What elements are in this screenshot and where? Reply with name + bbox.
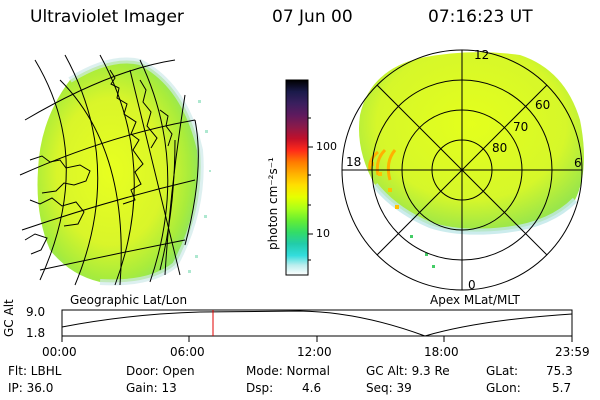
right-map-caption: Apex MLat/MLT — [430, 293, 520, 307]
timeline-ylabel: GC Alt — [2, 299, 16, 337]
emission-edge-left — [68, 57, 204, 286]
left-map-caption: Geographic Lat/Lon — [70, 293, 188, 307]
mlt-label-0: 0 — [468, 278, 476, 292]
mode-label: Mode: Normal — [246, 364, 330, 378]
dsp-value: 4.6 — [302, 381, 322, 395]
mlt-label-6: 6 — [574, 156, 582, 170]
dayside-arcs — [368, 148, 397, 181]
mlt-label-18: 18 — [346, 155, 362, 169]
altitude-curve — [61, 310, 573, 337]
geographic-map — [19, 54, 211, 286]
polar-grid — [341, 49, 583, 291]
timeline-xtick-1800: 18:00 — [424, 345, 459, 359]
timeline-xtick-0600: 06:00 — [170, 345, 205, 359]
green-spots — [410, 235, 435, 268]
lat-lon-grid — [19, 54, 196, 286]
date-label: 07 Jun 00 — [272, 7, 353, 27]
glon-value: 5.7 — [552, 381, 572, 395]
gain-label: Gain: 13 — [126, 381, 177, 395]
glon-label: GLon: — [486, 381, 521, 395]
colorbar-unit-label: photon cm⁻²s⁻¹ — [266, 157, 280, 250]
timeline-xtick-1200: 12:00 — [297, 345, 332, 359]
instrument-title: Ultraviolet Imager — [30, 7, 184, 27]
time-label: 07:16:23 UT — [428, 7, 533, 27]
noise-pixels-left — [188, 100, 211, 273]
door-label: Door: Open — [126, 364, 195, 378]
ip-label: IP: 36.0 — [8, 381, 54, 395]
dsp-label: Dsp: — [246, 381, 274, 395]
glat-label: GLat: — [486, 364, 519, 378]
lat-label-80: 80 — [492, 141, 508, 155]
colorbar-tick-100: 100 — [316, 140, 337, 153]
lat-label-60: 60 — [535, 98, 551, 112]
timeline-ytick-1-8: 1.8 — [26, 326, 46, 340]
mlt-label-12: 12 — [474, 48, 490, 62]
timeline-ytick-9: 9.0 — [26, 305, 46, 319]
filter-label: Flt: LBHL — [8, 364, 62, 378]
polar-map — [341, 49, 584, 291]
gc-alt-label: GC Alt: 9.3 Re — [366, 364, 450, 378]
altitude-timeline — [61, 309, 573, 342]
lat-label-70: 70 — [513, 120, 529, 134]
colorbar — [285, 79, 313, 276]
timeline-xtick-2359: 23:59 — [555, 345, 590, 359]
limb-boundary — [184, 119, 199, 246]
seq-label: Seq: 39 — [366, 381, 412, 395]
timeline-xtick-0000: 00:00 — [42, 345, 77, 359]
glat-value: 75.3 — [546, 364, 573, 378]
coastlines — [24, 69, 173, 255]
colorbar-tick-10: 10 — [316, 227, 330, 240]
